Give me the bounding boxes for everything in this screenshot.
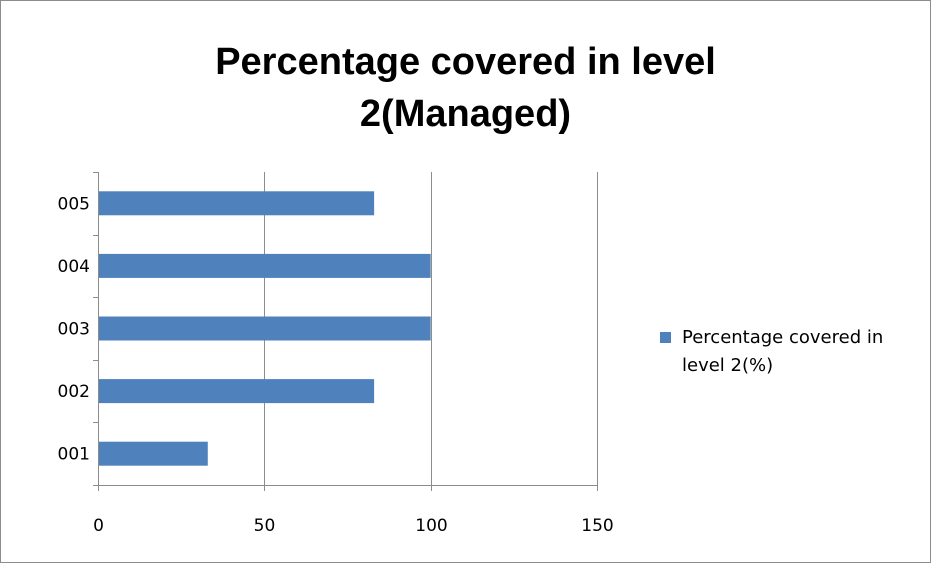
bar xyxy=(98,441,208,466)
x-tick-label: 50 xyxy=(254,516,276,536)
bar xyxy=(98,191,375,216)
chart-title-line-2: 2(Managed) xyxy=(359,93,572,135)
chart-title-line-1: Percentage covered in level xyxy=(215,41,716,83)
y-tick-label: 005 xyxy=(58,194,90,214)
y-tick-label: 003 xyxy=(58,320,90,340)
bar xyxy=(98,253,431,278)
x-tick-label: 0 xyxy=(93,516,104,536)
bar xyxy=(98,316,431,341)
y-tick-label: 004 xyxy=(58,257,90,277)
y-tick-label: 002 xyxy=(58,382,90,402)
chart-legend: Percentage covered in level 2(%) xyxy=(660,324,925,380)
legend-swatch xyxy=(660,332,671,343)
legend-label: Percentage covered in level 2(%) xyxy=(682,327,884,376)
y-tick-label: 001 xyxy=(58,445,90,465)
bar xyxy=(98,379,375,404)
x-tick-label: 150 xyxy=(581,516,613,536)
chart-title: Percentage covered in level 2(Managed) xyxy=(0,36,931,140)
x-tick-label: 100 xyxy=(415,516,447,536)
